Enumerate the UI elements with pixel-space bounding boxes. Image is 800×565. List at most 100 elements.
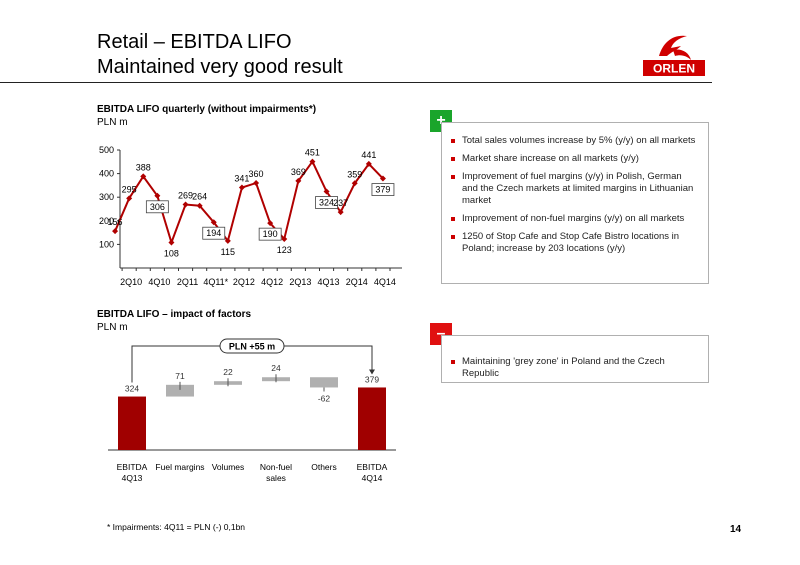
negative-item: Maintaining 'grey zone' in Poland and th… xyxy=(450,356,700,380)
y-tick-label: 200 xyxy=(99,216,114,226)
positive-item: Improvement of non-fuel margins (y/y) on… xyxy=(450,213,700,225)
data-point xyxy=(281,235,288,242)
data-point xyxy=(112,228,119,235)
chart1-title: EBITDA LIFO quarterly (without impairmen… xyxy=(97,104,317,115)
orlen-eagle-icon: ORLEN xyxy=(643,35,705,76)
chart1-unit: PLN m xyxy=(97,117,128,128)
data-label: 190 xyxy=(263,229,278,239)
data-label: 388 xyxy=(136,162,151,172)
data-label-box xyxy=(202,226,226,240)
bracket-arrow xyxy=(369,369,375,375)
bracket-label: PLN +55 m xyxy=(229,342,275,352)
data-label: 341 xyxy=(234,174,249,184)
page-number: 14 xyxy=(730,524,742,535)
positive-item: Market share increase on all markets (y/… xyxy=(450,153,700,165)
data-label: 451 xyxy=(305,148,320,158)
data-point xyxy=(351,180,358,187)
category-label: Fuel margins xyxy=(155,462,204,472)
chart2-unit: PLN m xyxy=(97,322,128,333)
x-tick-label: 2Q11 xyxy=(177,277,198,287)
data-point xyxy=(323,188,330,195)
x-tick-label: 4Q14 xyxy=(374,277,396,287)
data-point xyxy=(182,201,189,208)
category-label: 4Q13 xyxy=(122,473,143,483)
x-tick-label: 2Q13 xyxy=(289,277,311,287)
x-tick-label: 4Q10 xyxy=(148,277,170,287)
data-label: 306 xyxy=(150,202,165,212)
positive-item: 1250 of Stop Cafe and Stop Cafe Bistro l… xyxy=(450,231,700,255)
data-label-box xyxy=(371,183,395,196)
page-title: Retail – EBITDA LIFO Maintained very goo… xyxy=(97,30,343,80)
data-label: 115 xyxy=(221,247,235,257)
footnote: * Impairments: 4Q11 = PLN (-) 0,1bn xyxy=(107,522,246,532)
data-label: 123 xyxy=(277,245,292,255)
category-label: EBITDA xyxy=(117,462,148,472)
value-label: 379 xyxy=(365,374,379,384)
waterfall-bar xyxy=(358,387,386,450)
data-point xyxy=(295,177,302,184)
waterfall-bar xyxy=(166,384,194,397)
data-label: 264 xyxy=(192,192,207,202)
data-label: 269 xyxy=(178,191,193,201)
data-label: 237 xyxy=(333,198,348,208)
x-tick-label: 4Q11* xyxy=(203,277,228,287)
category-label: Volumes xyxy=(212,462,245,472)
x-tick-label: 4Q12 xyxy=(261,277,283,287)
x-tick-label: 4Q13 xyxy=(318,277,340,287)
data-label: 108 xyxy=(164,249,179,259)
data-point xyxy=(253,180,260,187)
data-point xyxy=(168,239,175,246)
title-line-2: Maintained very good result xyxy=(97,56,343,78)
y-tick-label: 400 xyxy=(99,169,114,179)
quarterly-ebitda-line-chart: 100 200 300 400 500 2Q10 4Q10 2Q11 4Q11* 2Q12 4Q12… xyxy=(99,145,402,287)
data-point xyxy=(309,158,316,165)
x-tick-label: 2Q10 xyxy=(120,277,142,287)
y-tick-label: 100 xyxy=(99,239,114,249)
bracket-label-box xyxy=(219,338,285,354)
data-point xyxy=(154,192,161,199)
positives-panel: Total sales volumes increase by 5% (y/y)… xyxy=(441,122,709,284)
data-label: 359 xyxy=(347,169,362,179)
category-label: EBITDA xyxy=(357,462,388,472)
data-point xyxy=(379,175,386,182)
data-label-box xyxy=(315,196,338,209)
data-point xyxy=(238,184,245,191)
positive-item: Total sales volumes increase by 5% (y/y)… xyxy=(450,135,700,147)
data-point xyxy=(337,209,344,216)
title-line-1: Retail – EBITDA LIFO xyxy=(97,31,292,53)
data-point xyxy=(140,173,147,180)
value-label: 24 xyxy=(271,363,281,373)
data-point xyxy=(126,195,133,202)
data-label: 369 xyxy=(291,167,306,177)
waterfall-bar xyxy=(310,377,338,388)
positives-list: Total sales volumes increase by 5% (y/y)… xyxy=(442,123,708,255)
data-label: 379 xyxy=(375,185,390,195)
category-label: sales xyxy=(266,473,286,483)
value-label: -62 xyxy=(318,393,331,403)
chart2-title: EBITDA LIFO – impact of factors xyxy=(97,309,252,320)
category-label: 4Q14 xyxy=(362,473,383,483)
data-point xyxy=(267,220,274,227)
data-label-box xyxy=(145,200,169,214)
x-tick-label: 2Q12 xyxy=(233,277,255,287)
data-point xyxy=(224,237,231,244)
y-tick-label: 500 xyxy=(99,145,114,155)
header-divider xyxy=(0,82,712,83)
negatives-panel: Maintaining 'grey zone' in Poland and th… xyxy=(441,335,709,383)
data-label: 295 xyxy=(122,184,137,194)
data-label: 156 xyxy=(108,217,123,227)
data-label: 441 xyxy=(361,150,376,160)
data-point xyxy=(196,202,203,209)
negatives-list: Maintaining 'grey zone' in Poland and th… xyxy=(442,336,708,380)
category-label: Non-fuel xyxy=(260,462,292,472)
value-label: 324 xyxy=(125,384,139,394)
positive-item: Improvement of fuel margins (y/y) in Pol… xyxy=(450,171,700,207)
value-label: 71 xyxy=(175,371,185,381)
value-label: 22 xyxy=(223,367,233,377)
data-label: 360 xyxy=(249,169,264,179)
category-label: Others xyxy=(311,462,337,472)
logo-text: ORLEN xyxy=(653,62,695,76)
x-tick-label: 2Q14 xyxy=(346,277,368,287)
data-label-box xyxy=(258,227,282,241)
